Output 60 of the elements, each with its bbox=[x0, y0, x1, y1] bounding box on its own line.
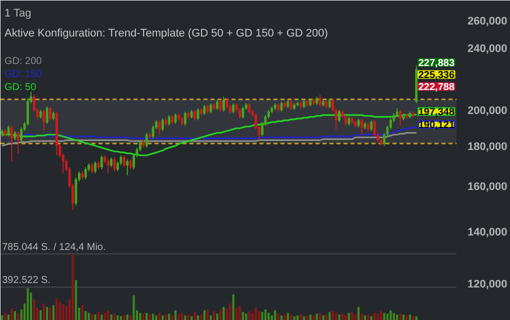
text: GD: 200 bbox=[4, 56, 42, 67]
text: 1 Tag bbox=[4, 8, 32, 20]
y-tick-label: 180,000 bbox=[468, 140, 508, 153]
annotation: / 124,4 Mio. bbox=[54, 242, 106, 253]
candlestick bbox=[242, 106, 244, 120]
candlestick bbox=[338, 109, 340, 123]
y-tick-label: 160,000 bbox=[468, 180, 508, 193]
line-series bbox=[1, 132, 418, 147]
text: 225,336 bbox=[418, 70, 455, 81]
candlestick bbox=[84, 166, 87, 180]
candlestick bbox=[94, 160, 96, 174]
y-tick-label: 140,000 bbox=[468, 226, 508, 238]
y2-tick-label: 392.522 S. bbox=[2, 275, 50, 286]
y-tick-label: 260,000 bbox=[468, 16, 508, 28]
candlestick bbox=[106, 158, 110, 174]
candlestick bbox=[49, 106, 52, 121]
candlestick bbox=[158, 120, 161, 136]
candlestick bbox=[42, 109, 46, 132]
text: GD: 150 bbox=[4, 69, 42, 80]
candlestick bbox=[14, 130, 16, 141]
candlestick bbox=[219, 99, 222, 112]
candlestick bbox=[174, 112, 177, 124]
y-tick-label: 200,000 bbox=[468, 104, 508, 117]
candlestick bbox=[196, 108, 200, 121]
candlestick bbox=[10, 125, 13, 162]
candlestick bbox=[216, 99, 218, 110]
candlestick bbox=[248, 102, 251, 114]
text: GD: 50 bbox=[4, 82, 37, 93]
candlestick bbox=[210, 102, 212, 114]
candlestick bbox=[203, 104, 206, 116]
candlestick bbox=[161, 118, 164, 132]
candlestick bbox=[318, 94, 322, 108]
candlestick bbox=[399, 109, 402, 126]
candlestick bbox=[16, 130, 20, 154]
text: Aktive Konfiguration: Trend-Template (GD 50 + GD 150 + GD 200) bbox=[4, 28, 328, 40]
y-tick-label: 240,000 bbox=[468, 42, 508, 55]
candlestick bbox=[110, 156, 112, 168]
candlestick bbox=[328, 98, 331, 109]
candlestick bbox=[194, 109, 196, 121]
candlestick bbox=[122, 154, 126, 168]
text: 227,883 bbox=[418, 58, 455, 69]
candlestick bbox=[290, 99, 292, 110]
text: 222,788 bbox=[418, 82, 455, 93]
candlestick bbox=[232, 102, 235, 114]
candlestick bbox=[90, 162, 94, 174]
candlestick bbox=[113, 156, 116, 172]
candlestick bbox=[222, 96, 225, 112]
candlestick bbox=[100, 154, 103, 170]
candlestick bbox=[360, 118, 363, 136]
y-tick-label: 120,000 bbox=[468, 278, 508, 291]
candlestick bbox=[280, 101, 283, 112]
candlestick bbox=[184, 111, 186, 126]
candlestick bbox=[129, 158, 132, 170]
candlestick bbox=[168, 114, 170, 126]
candlestick bbox=[145, 132, 148, 148]
candlestick bbox=[7, 125, 10, 137]
y2-tick-label: 785.044 S. bbox=[2, 242, 50, 253]
candlestick bbox=[126, 158, 129, 176]
candlestick bbox=[46, 106, 48, 124]
candlestick bbox=[370, 120, 373, 132]
